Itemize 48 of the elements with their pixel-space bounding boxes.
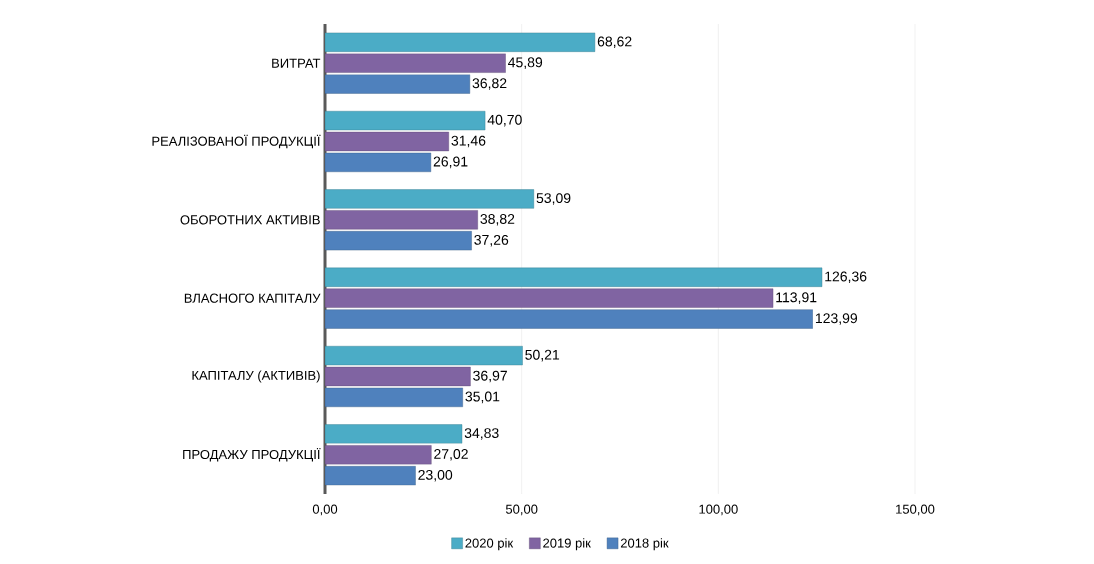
bar [325, 309, 813, 329]
x-tick-label: 0,00 [312, 504, 338, 516]
bar [325, 131, 449, 152]
y-tick-label: ВЛАСНОГО КАПІТАЛУ [184, 293, 321, 303]
bar [325, 267, 823, 287]
legend-label: 2019 рік [543, 538, 591, 551]
data-label: 38,82 [480, 214, 515, 226]
bar [325, 366, 471, 387]
legend-label: 2020 рік [465, 538, 514, 551]
data-label: 126,36 [825, 271, 867, 284]
y-tick-label: КАПІТАЛУ (АКТИВІВ) [192, 370, 320, 383]
bar [325, 445, 432, 465]
bar [325, 424, 463, 444]
data-label: 35,01 [465, 391, 500, 404]
data-label: 27,02 [434, 449, 468, 461]
bar [325, 231, 472, 251]
bar [325, 387, 463, 407]
data-label: 123,99 [815, 313, 858, 325]
legend-label: 2018 рік [620, 538, 669, 551]
y-tick-label: ПРОДАЖУ ПРОДУКЦІЇ [183, 448, 321, 462]
data-label: 50,21 [525, 349, 560, 362]
data-label: 113,91 [776, 292, 817, 304]
x-tick-label: 150,00 [896, 504, 935, 516]
data-label: 31,46 [451, 135, 486, 148]
bar [325, 210, 478, 230]
data-label: 23,00 [418, 469, 453, 482]
bar [325, 53, 506, 73]
data-label: 26,91 [433, 156, 468, 169]
data-label: 68,62 [597, 36, 632, 49]
bar [325, 288, 774, 308]
data-label: 36,82 [472, 78, 507, 90]
bar [325, 466, 416, 486]
bar [325, 74, 471, 94]
data-label: 34,83 [464, 428, 499, 440]
bar [325, 152, 432, 172]
bar [325, 346, 523, 366]
data-label: 36,97 [473, 370, 507, 383]
data-label: 45,89 [508, 57, 543, 69]
data-label: 40,70 [487, 114, 522, 127]
y-tick-label: ОБОРОТНИХ АКТИВІВ [180, 215, 320, 225]
x-tick-label: 100,00 [699, 504, 738, 516]
data-label: 53,09 [536, 193, 571, 205]
y-tick-label: ВИТРАТ [272, 58, 321, 68]
bar [325, 32, 596, 52]
bar [325, 189, 535, 209]
x-tick-label: 50,00 [505, 504, 538, 516]
y-tick-label: РЕАЛІЗОВАНОЇ ПРОДУКЦІЇ [152, 134, 321, 149]
data-label: 37,26 [474, 234, 509, 247]
